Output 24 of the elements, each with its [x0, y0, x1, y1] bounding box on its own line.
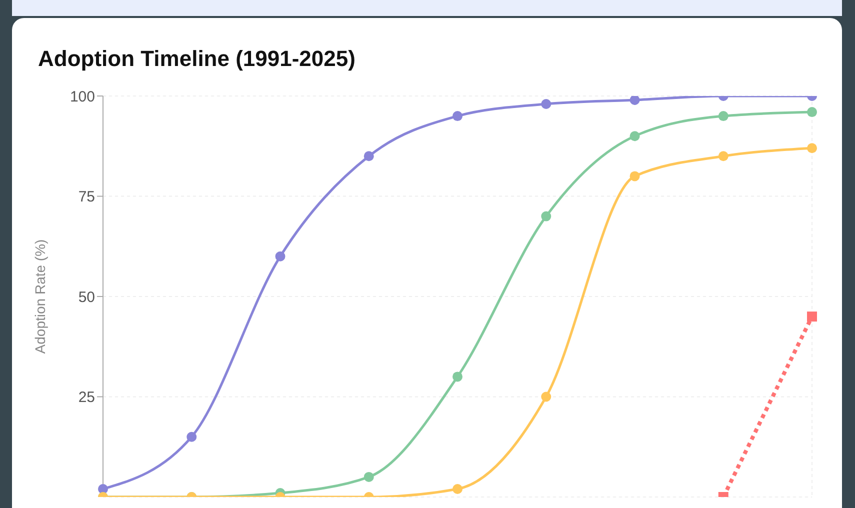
- point: [275, 251, 286, 262]
- point: [718, 151, 728, 162]
- point: [541, 211, 552, 222]
- point: [807, 107, 817, 118]
- point: [452, 111, 462, 122]
- point: [630, 171, 640, 182]
- y-tick-label: 75: [78, 188, 95, 206]
- chart-title: Adoption Timeline (1991-2025): [38, 46, 356, 72]
- point: [718, 111, 728, 122]
- y-tick-label: 100: [70, 88, 95, 106]
- y-axis-title: Adoption Rate (%): [32, 239, 48, 354]
- y-tick-label: 25: [78, 389, 95, 406]
- point: [186, 432, 197, 442]
- point: [452, 372, 462, 382]
- point: [364, 151, 374, 162]
- point: [807, 143, 817, 154]
- point: [541, 99, 552, 110]
- y-tick-label: 50: [78, 288, 95, 306]
- point: [364, 472, 374, 482]
- point: [452, 484, 462, 494]
- point: [541, 392, 552, 402]
- point: [630, 131, 640, 142]
- point: [807, 312, 817, 322]
- point: [630, 96, 640, 106]
